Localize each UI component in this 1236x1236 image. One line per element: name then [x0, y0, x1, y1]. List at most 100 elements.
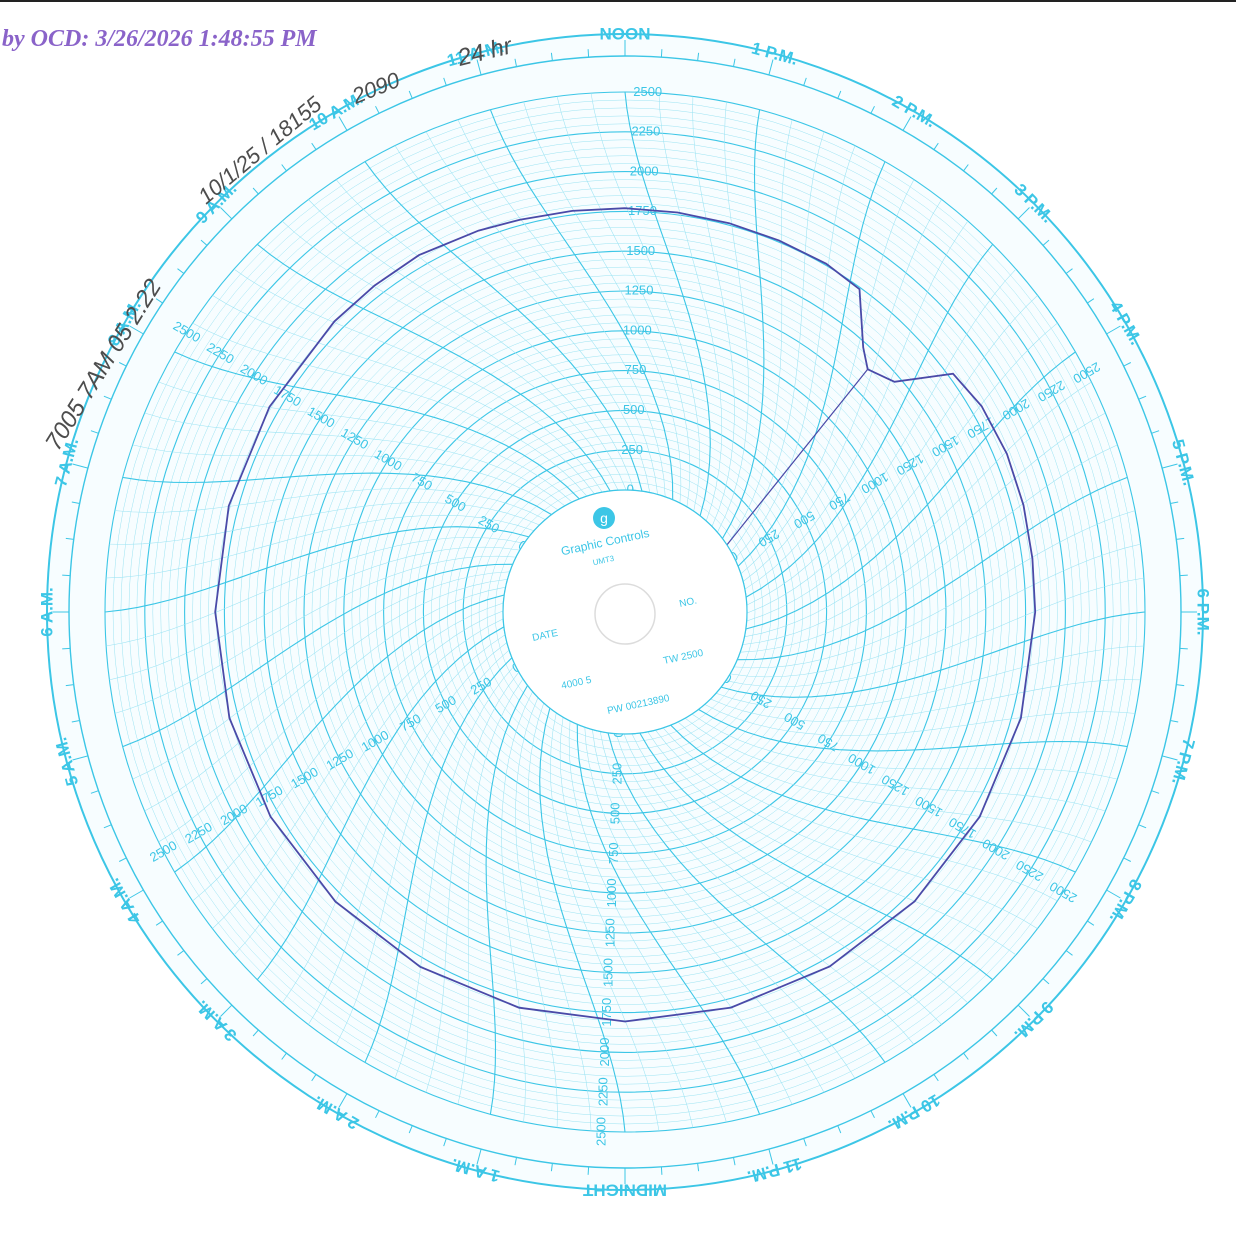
- tick: [71, 501, 80, 504]
- tick: [220, 207, 233, 220]
- scale-label: 250: [609, 763, 624, 785]
- quarter-arc: [742, 199, 942, 582]
- minor-ring: [454, 441, 796, 783]
- tick: [1138, 824, 1147, 829]
- hour-arc: [639, 732, 994, 981]
- tick: [991, 1029, 998, 1037]
- quarter-arc: [308, 642, 508, 1025]
- tick: [733, 58, 736, 67]
- quarter-arc: [742, 412, 1106, 645]
- quarter-arc: [457, 119, 666, 497]
- minor-ring: [486, 473, 764, 751]
- quarter-arc: [725, 577, 1144, 687]
- minor-ring: [327, 314, 923, 910]
- tick: [837, 1125, 842, 1134]
- quarter-arc: [425, 131, 658, 495]
- tick: [103, 824, 112, 829]
- scale-label: 1000: [604, 878, 619, 907]
- ocd-stamp: by OCD: 3/26/2026 1:48:55 PM: [2, 26, 317, 52]
- tick: [129, 889, 144, 899]
- tick: [660, 49, 663, 58]
- pen-arm: [709, 368, 869, 567]
- scale-label: 1500: [601, 958, 616, 987]
- quarter-arc: [559, 717, 694, 1128]
- tick: [443, 1138, 447, 1147]
- hour-arc: [745, 243, 994, 598]
- tick: [90, 790, 99, 794]
- tick: [62, 647, 71, 650]
- tick: [514, 58, 517, 67]
- minor-ring: [168, 155, 1082, 1069]
- quarter-arc: [733, 510, 1136, 669]
- scale-label: 2500: [594, 1117, 609, 1146]
- scale-label: 0: [627, 482, 634, 497]
- hour-label: 6 P.M.: [1194, 589, 1213, 636]
- tick: [1151, 790, 1160, 794]
- tick: [177, 950, 185, 956]
- tick: [476, 1148, 482, 1165]
- scale-label: 500: [608, 803, 623, 825]
- tick: [177, 268, 185, 274]
- tick: [65, 537, 74, 540]
- minor-ring: [351, 338, 899, 886]
- quarter-arc: [523, 101, 682, 504]
- quarter-arc: [457, 678, 524, 1105]
- tick: [550, 1163, 553, 1172]
- tick: [72, 463, 89, 469]
- hour-label: NOON: [600, 24, 651, 43]
- quarter-arc: [730, 543, 1141, 678]
- hour-arc: [485, 685, 529, 1115]
- minor-ring: [279, 266, 971, 958]
- hour-arc: [174, 351, 580, 500]
- hour-arc: [721, 109, 765, 539]
- quarter-arc: [726, 119, 793, 546]
- tick: [1161, 755, 1178, 761]
- tick: [252, 1029, 259, 1037]
- pressure-trace: [214, 207, 1037, 1023]
- tick: [200, 978, 208, 985]
- quarter-arc: [212, 610, 504, 929]
- outer-ticks: [53, 40, 1197, 1184]
- quarter-arc: [744, 381, 1092, 638]
- tick: [933, 142, 939, 150]
- minor-ring: [494, 481, 756, 743]
- tick: [375, 1110, 380, 1119]
- scale-label: 2250: [631, 124, 660, 139]
- minor-ring: [271, 258, 979, 966]
- scale-label: 1750: [599, 998, 614, 1027]
- tick: [338, 1093, 348, 1108]
- minor-ring: [407, 394, 843, 830]
- quarter-arc: [590, 93, 700, 512]
- quarter-arc: [114, 488, 546, 520]
- quarter-arc: [106, 514, 535, 579]
- tick: [62, 574, 71, 577]
- quarter-arc: [192, 322, 588, 497]
- minor-ring: [470, 457, 780, 767]
- quarter-arc: [599, 731, 856, 1079]
- major-ring: [343, 330, 907, 894]
- tick: [1065, 950, 1073, 956]
- tick: [65, 684, 74, 687]
- minor-ring: [439, 426, 811, 798]
- quarter-arc: [647, 731, 1017, 956]
- major-ring: [144, 131, 1106, 1093]
- quarter-arc: [132, 571, 510, 780]
- major-ring: [223, 210, 1027, 1014]
- scale-label: 1250: [602, 918, 617, 947]
- tick: [71, 720, 80, 723]
- quarter-arc: [677, 721, 1092, 843]
- minor-ring: [208, 195, 1042, 1029]
- tick: [281, 1052, 287, 1060]
- tick: [129, 325, 144, 335]
- minor-ring: [160, 147, 1090, 1077]
- tick: [587, 49, 590, 58]
- minor-ring: [391, 378, 859, 846]
- quarter-arc: [158, 381, 573, 503]
- quarter-arc: [658, 93, 723, 522]
- tick: [1179, 647, 1188, 650]
- minor-ring: [112, 99, 1138, 1125]
- hour-arc: [698, 708, 1128, 752]
- quarter-arc: [109, 546, 520, 681]
- hour-arc: [607, 732, 886, 1063]
- minor-ring: [176, 163, 1074, 1061]
